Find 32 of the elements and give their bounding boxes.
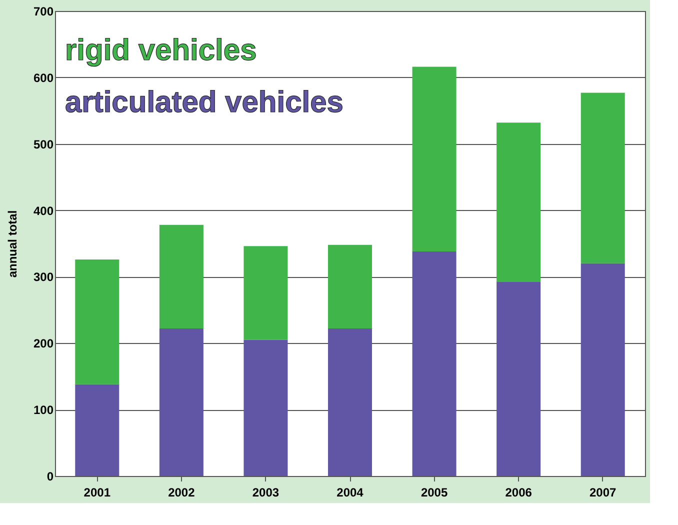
bar bbox=[328, 328, 372, 476]
x-tick-label: 2002 bbox=[168, 486, 196, 500]
bar bbox=[75, 384, 120, 476]
bar bbox=[412, 66, 456, 252]
x-tick-label: 2004 bbox=[336, 486, 364, 500]
bar bbox=[159, 328, 204, 476]
y-tick-label: 0 bbox=[46, 470, 54, 484]
y-tick-label: 400 bbox=[33, 204, 54, 218]
y-tick-label: 700 bbox=[33, 4, 54, 18]
x-tick-label: 2006 bbox=[505, 486, 532, 500]
y-tick-label: 500 bbox=[33, 137, 54, 152]
y-tick-label: 300 bbox=[33, 270, 54, 284]
y-tick-label: 600 bbox=[33, 70, 54, 85]
x-tick-label: 2007 bbox=[590, 486, 617, 500]
y-tick-label: 200 bbox=[33, 336, 54, 351]
bar bbox=[496, 282, 541, 476]
x-tick-label: 2005 bbox=[420, 486, 448, 500]
x-tick-label: 2001 bbox=[84, 486, 111, 500]
bar bbox=[496, 122, 541, 282]
bar bbox=[159, 224, 204, 329]
y-axis-title: annual total bbox=[5, 210, 20, 278]
y-tick-label: 100 bbox=[33, 403, 54, 418]
bar bbox=[328, 244, 372, 329]
text: articulated vehicles bbox=[65, 86, 344, 119]
bar bbox=[412, 251, 456, 476]
bar bbox=[580, 263, 625, 476]
x-tick-label: 2003 bbox=[252, 486, 280, 500]
text: rigid vehicles bbox=[65, 34, 257, 67]
bar bbox=[580, 92, 625, 264]
bar bbox=[244, 340, 288, 476]
bar bbox=[244, 246, 288, 340]
bar bbox=[75, 259, 120, 384]
